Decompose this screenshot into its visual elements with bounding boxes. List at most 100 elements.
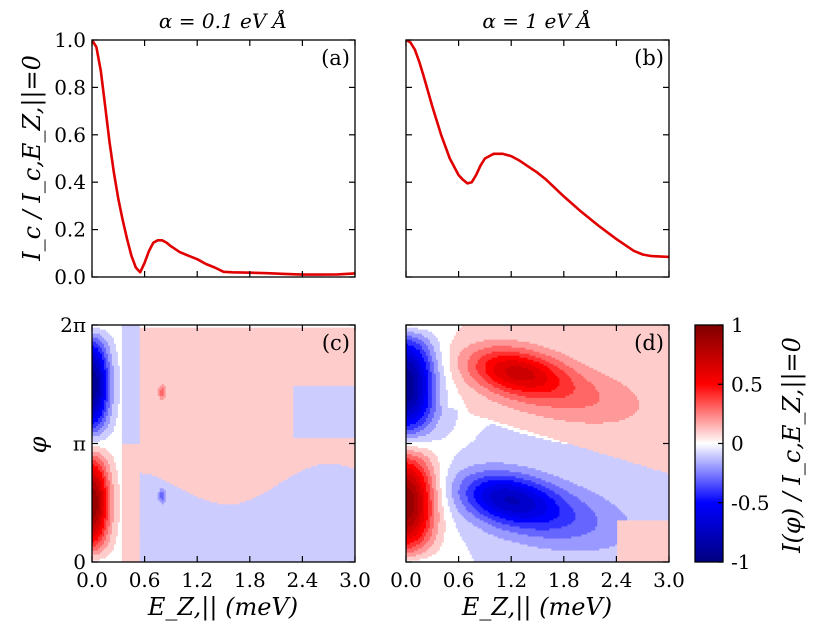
heat-cell-c: [139, 451, 143, 455]
heat-cell-c: [131, 471, 135, 475]
heat-cell-c: [145, 449, 149, 453]
heat-cell-c: [153, 509, 157, 513]
heat-cell-c: [161, 347, 165, 350]
heat-cell-c: [117, 361, 121, 364]
heat-cell-c: [135, 529, 139, 533]
heat-cell-c: [153, 445, 157, 449]
heat-cell-c: [167, 491, 171, 495]
heat-cell-c: [99, 539, 103, 543]
heat-cell-c: [127, 349, 131, 352]
heat-cell-c: [105, 411, 109, 414]
heat-cell-c: [101, 405, 105, 408]
heat-cell-c: [105, 399, 109, 402]
heat-cell-c: [151, 351, 155, 354]
heat-cell-c: [105, 413, 109, 416]
heat-cell-c: [105, 361, 109, 364]
heat-cell-c: [153, 553, 157, 557]
heat-cell-c: [153, 521, 157, 525]
heat-cell-c: [127, 553, 131, 557]
heat-cell-c: [147, 363, 151, 366]
heat-cell-c: [109, 355, 113, 358]
heat-cell-c: [115, 421, 119, 425]
heat-cell-c: [163, 535, 167, 539]
heat-cell-c: [123, 391, 127, 394]
heat-cell-c: [165, 453, 169, 457]
heat-cell-c: [131, 405, 135, 408]
heat-cell-c: [171, 331, 175, 334]
heat-cell-c: [149, 483, 153, 487]
heat-cell-c: [129, 343, 133, 346]
heat-cell-c: [127, 427, 131, 431]
heat-cell-c: [99, 475, 103, 479]
heat-cell-c: [157, 381, 161, 384]
heat-cell-c: [119, 409, 123, 412]
heat-cell-c: [109, 451, 113, 455]
heat-cell-c: [143, 429, 147, 433]
heat-cell-c: [159, 327, 163, 330]
heat-cell-c: [105, 373, 109, 376]
heat-cell-c: [167, 461, 171, 465]
heat-cell-c: [95, 463, 99, 467]
heat-cell-c: [125, 497, 129, 501]
heat-cell-c: [171, 405, 175, 408]
heat-cell-c: [137, 435, 141, 439]
heat-cell-c: [105, 473, 109, 477]
heat-cell-c: [107, 429, 111, 433]
heat-cell-c: [125, 421, 129, 425]
heat-cell-c: [95, 459, 99, 463]
heat-cell-c: [99, 441, 103, 445]
heat-cell-c: [111, 401, 115, 404]
heat-cell-c: [139, 515, 143, 519]
heat-cell-c: [169, 509, 173, 513]
heat-cell-c: [133, 497, 137, 501]
heat-cell-c: [127, 385, 131, 388]
heat-cell-c: [137, 405, 141, 408]
heat-cell-c: [127, 425, 131, 429]
heat-cell-c: [93, 333, 97, 336]
heat-cell-c: [143, 451, 147, 455]
heat-cell-c: [163, 503, 167, 507]
heat-cell-c: [123, 467, 127, 471]
heat-cell-c: [92, 487, 95, 491]
heat-cell-c: [137, 465, 141, 469]
heat-cell-c: [93, 465, 97, 469]
heat-cell-c: [107, 339, 111, 342]
heat-cell-c: [143, 493, 147, 497]
heat-cell-c: [155, 467, 159, 471]
heat-cell-c: [135, 533, 139, 537]
heat-cell-c: [149, 391, 153, 394]
heat-cell-c: [145, 341, 149, 344]
heat-cell-c: [125, 443, 129, 447]
heat-cell-c: [107, 485, 111, 489]
heat-cell-c: [131, 459, 135, 463]
heat-cell-c: [165, 421, 169, 425]
heat-cell-c: [169, 395, 173, 398]
heat-cell-c: [145, 445, 149, 449]
heat-cell-c: [123, 347, 127, 350]
heat-cell-c: [121, 335, 125, 338]
heat-cell-c: [109, 423, 113, 427]
heat-cell-c: [99, 483, 103, 487]
heat-cell-c: [141, 537, 145, 541]
heat-cell-c: [135, 425, 139, 429]
heat-cell-c: [97, 495, 101, 499]
heat-cell-c: [109, 521, 113, 525]
heat-cell-c: [163, 387, 167, 390]
heat-cell-c: [145, 397, 149, 400]
heat-cell-c: [139, 353, 143, 356]
heat-cell-c: [115, 553, 119, 557]
heat-cell-c: [125, 545, 129, 549]
heat-cell-c: [117, 331, 121, 334]
heat-cell-c: [151, 395, 155, 398]
heat-cell-c: [97, 479, 101, 483]
heat-cell-c: [107, 325, 111, 328]
heat-cell-c: [97, 485, 101, 489]
heat-cell-c: [151, 413, 155, 416]
heat-cell-c: [149, 543, 153, 547]
heat-cell-c: [169, 377, 173, 380]
heat-cell-c: [139, 391, 143, 394]
heat-cell-c: [109, 401, 113, 404]
heat-cell-c: [123, 473, 127, 477]
heat-cell-c: [119, 547, 123, 551]
heat-cell-c: [153, 439, 157, 443]
